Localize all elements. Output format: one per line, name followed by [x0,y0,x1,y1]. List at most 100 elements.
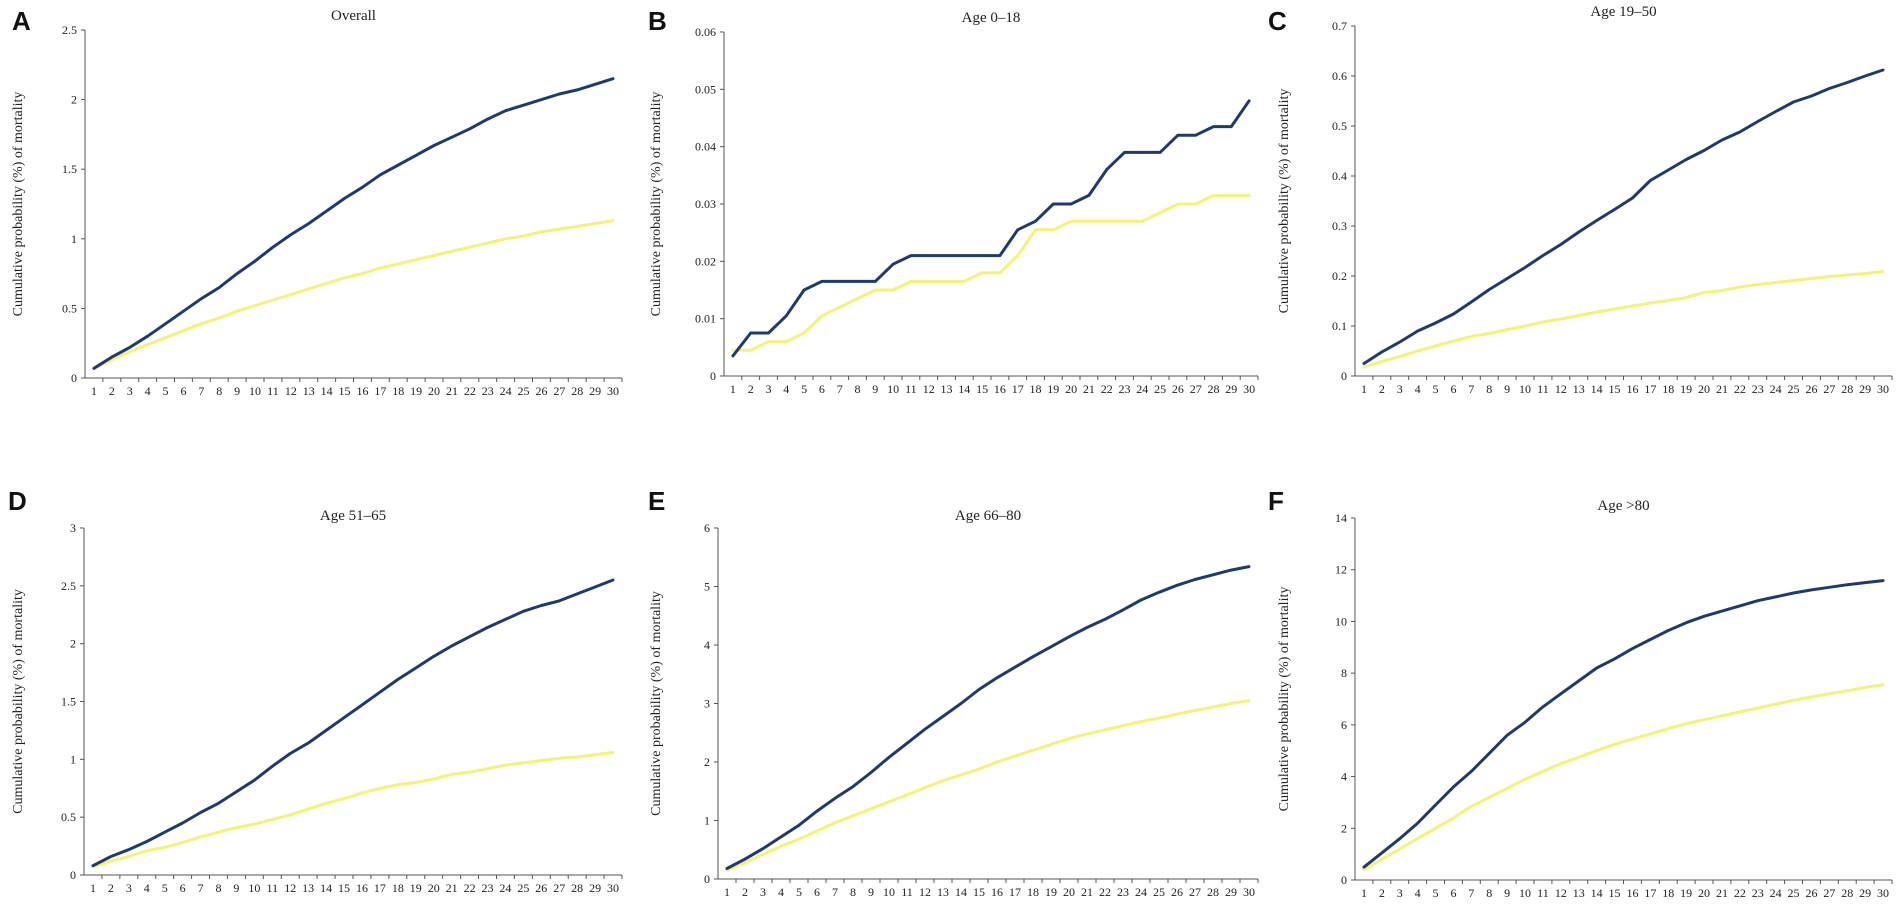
panel-a-xtick-label: 10 [249,384,261,398]
panel-c-xtick-label: 29 [1859,382,1871,396]
panel-d-xtick-label: 26 [535,881,547,895]
panel-e-xtick-label: 5 [796,885,802,899]
panel-d-ytick-label: 0.5 [61,810,76,824]
panel-f-xtick-label: 16 [1626,886,1638,900]
panel-c-xtick-label: 3 [1397,382,1403,396]
panel-f-xtick-label: 23 [1752,886,1764,900]
panel-c-xtick-label: 11 [1537,382,1549,396]
panel-b-xtick-label: 26 [1172,382,1184,396]
panel-d-title: Age 51–65 [320,508,386,524]
panel-a-xtick-label: 20 [428,384,440,398]
panel-d-xtick-label: 4 [144,881,150,895]
panel-e-xtick-label: 8 [850,885,856,899]
panel-c-ytick-label: 0.2 [1332,269,1347,283]
panel-b-xtick-label: 2 [748,382,754,396]
panel-e-xtick-label: 27 [1189,885,1201,899]
panel-f-xtick-label: 17 [1644,886,1656,900]
panel-e-xtick-label: 12 [919,885,931,899]
panel-a-xtick-label: 9 [234,384,240,398]
panel-e-ytick-label: 2 [704,755,710,769]
panel-c-series1-line [1362,68,1885,365]
panel-d-xtick-label: 6 [180,881,186,895]
panel-a-xtick-label: 16 [356,384,368,398]
panel-d-xtick-label: 17 [374,881,386,895]
panel-e-xtick-label: 15 [973,885,985,899]
panel-d-xtick-label: 18 [392,881,404,895]
panel-c-xtick-label: 25 [1788,382,1800,396]
panel-c-xtick-label: 23 [1752,382,1764,396]
panel-f-ytick-label: 4 [1341,770,1347,784]
panel-b-xtick-label: 11 [905,382,917,396]
panel-f-xtick-label: 28 [1841,886,1853,900]
panel-f-xtick-label: 8 [1486,886,1492,900]
panel-f: F Age >80 Cumulative probability (%) of mo… [1268,486,1893,900]
panel-d-ytick-label: 3 [70,521,76,535]
panel-f-xtick-label: 26 [1805,886,1817,900]
panel-b-xtick-label: 18 [1030,382,1042,396]
panel-c-xtick-label: 7 [1468,382,1474,396]
panel-f-xtick-label: 5 [1433,886,1439,900]
panel-e-xtick-label: 21 [1081,885,1093,899]
panel-b: B Age 0–18 Cumulative probability (%) of m… [648,6,1259,396]
panel-a-series2-line [92,219,615,370]
panel-a-xtick-label: 5 [163,384,169,398]
panel-f-xtick-label: 29 [1859,886,1871,900]
panel-a-ytick-label: 2 [71,93,77,107]
panel-f-xtick-label: 21 [1716,886,1728,900]
panel-c-series2-line [1362,270,1885,369]
panel-e-title: Age 66–80 [955,508,1021,524]
panel-c-ytick-label: 0.4 [1332,169,1347,183]
panel-a-ytick-label: 2.5 [62,23,77,37]
panel-a-xtick-label: 23 [482,384,494,398]
panel-c-xtick-label: 27 [1823,382,1835,396]
panel-a-ytick-label: 1.5 [62,162,77,176]
panel-b-ytick-label: 0.01 [695,312,716,326]
panel-d-letter: D [8,486,27,516]
panel-c-xtick-label: 17 [1644,382,1656,396]
panel-f-xtick-label: 15 [1609,886,1621,900]
panel-b-ytick-label: 0 [710,369,716,383]
panel-c-xtick-label: 24 [1770,382,1782,396]
panel-d-xtick-label: 5 [162,881,168,895]
panel-a-xtick-label: 14 [321,384,333,398]
panel-a-ytick-label: 0 [71,371,77,385]
panel-b-xtick-label: 24 [1136,382,1148,396]
panel-d-xtick-label: 3 [126,881,132,895]
panel-b-xtick-label: 25 [1154,382,1166,396]
panel-f-xtick-label: 30 [1877,886,1889,900]
panel-e-xtick-label: 7 [832,885,838,899]
panel-e-xtick-label: 3 [760,885,766,899]
panel-d-ytick-label: 2 [70,637,76,651]
panel-a-xtick-label: 11 [267,384,279,398]
panel-c-ytick-label: 0.6 [1332,69,1347,83]
panel-b-ytick-label: 0.03 [695,197,716,211]
panel-c-xtick-label: 30 [1877,382,1889,396]
panel-e-ytick-label: 3 [704,697,710,711]
panel-d-xtick-label: 2 [108,881,114,895]
panel-c-xtick-label: 6 [1450,382,1456,396]
panel-e-xtick-label: 29 [1225,885,1237,899]
panel-f-xtick-label: 13 [1573,886,1585,900]
panel-b-xtick-label: 22 [1101,382,1113,396]
panel-d-xtick-label: 23 [482,881,494,895]
panel-e-xtick-label: 14 [955,885,967,899]
panel-b-ytick-label: 0.06 [695,25,716,39]
panel-f-ylabel: Cumulative probability (%) of mortality [1277,587,1292,812]
panel-e-ytick-label: 4 [704,638,710,652]
panel-f-xtick-label: 1 [1361,886,1367,900]
panel-f-title: Age >80 [1597,498,1649,514]
panel-c: C Age 19–50 Cumulative probability (%) of … [1268,4,1893,396]
panel-c-xtick-label: 4 [1415,382,1421,396]
panel-f-xtick-label: 24 [1770,886,1782,900]
panel-a-ylabel: Cumulative probability (%) of mortality [11,92,26,317]
panel-d-series2-line [91,750,615,869]
panel-b-xtick-label: 30 [1243,382,1255,396]
panel-a-xtick-label: 30 [607,384,619,398]
panel-e-ytick-label: 6 [704,521,710,535]
panel-d: D Age 51–65 Cumulative probability (%) of … [8,486,623,895]
panel-b-xtick-label: 16 [994,382,1006,396]
panel-f-letter: F [1268,486,1284,516]
panel-b-xtick-label: 20 [1065,382,1077,396]
panel-a-xtick-label: 28 [571,384,583,398]
